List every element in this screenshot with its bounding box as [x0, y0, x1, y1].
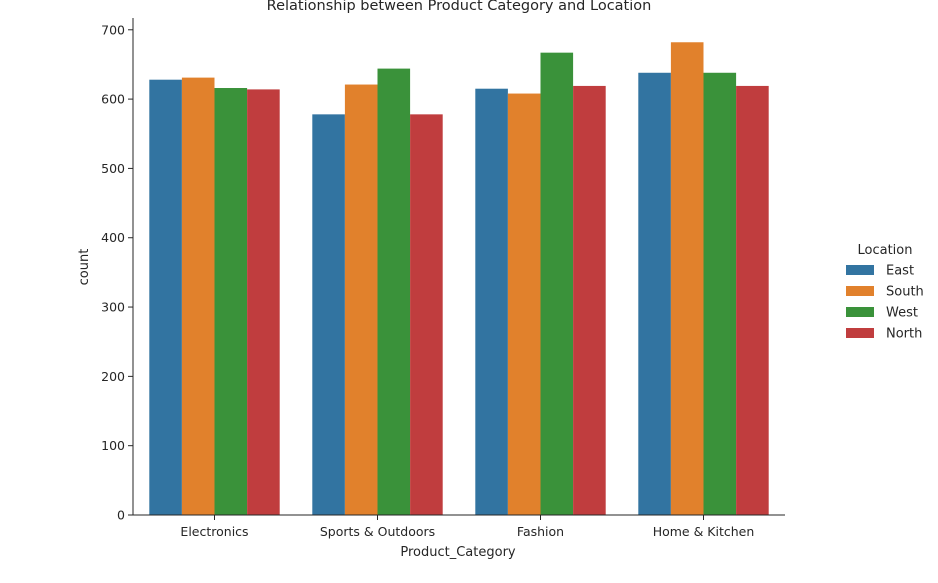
legend-swatch-west: [846, 307, 874, 317]
bar-east-1: [312, 114, 345, 515]
legend-swatch-south: [846, 286, 874, 296]
bar-south-2: [507, 93, 541, 516]
x-tick-label: Fashion: [517, 524, 564, 539]
bar-west-2: [540, 52, 574, 516]
y-tick-label: 500: [101, 161, 125, 176]
x-tick-label: Sports & Outdoors: [320, 524, 435, 539]
bar-north-0: [247, 89, 280, 516]
x-tick-label: Electronics: [180, 524, 248, 539]
y-tick-label: 300: [101, 300, 125, 315]
bars-group: [149, 42, 769, 516]
bar-east-0: [149, 79, 182, 515]
legend-label-south: South: [886, 285, 924, 300]
legend: Location East South West North: [846, 243, 924, 342]
y-tick-label: 400: [101, 230, 125, 245]
bar-south-3: [670, 42, 704, 516]
bar-south-0: [181, 77, 215, 515]
bar-north-1: [410, 114, 443, 515]
y-tick-label: 700: [101, 22, 125, 37]
x-axis-label: Product_Category: [400, 545, 516, 560]
y-tick-label: 0: [117, 508, 125, 523]
legend-swatch-east: [846, 265, 874, 275]
bar-south-1: [344, 84, 378, 515]
bar-west-1: [377, 68, 411, 516]
y-tick-label: 100: [101, 438, 125, 453]
y-tick-label: 200: [101, 369, 125, 384]
legend-title: Location: [858, 243, 913, 258]
bar-east-2: [475, 88, 508, 515]
x-axis: Electronics Sports & Outdoors Fashion Home …: [133, 514, 785, 539]
y-tick-label: 600: [101, 92, 125, 107]
y-axis: 0 100 200 300 400 500 600 700: [101, 18, 134, 523]
legend-swatch-north: [846, 328, 874, 338]
legend-label-west: West: [886, 306, 918, 321]
bar-north-3: [736, 85, 769, 515]
legend-label-east: East: [886, 264, 914, 279]
y-axis-label: count: [77, 249, 92, 286]
chart-title: Relationship between Product Category an…: [267, 0, 652, 14]
bar-north-2: [573, 85, 606, 515]
bar-west-0: [214, 88, 248, 515]
bar-west-3: [703, 72, 737, 516]
bar-east-3: [638, 72, 671, 516]
x-tick-label: Home & Kitchen: [653, 524, 755, 539]
legend-label-north: North: [886, 327, 922, 342]
